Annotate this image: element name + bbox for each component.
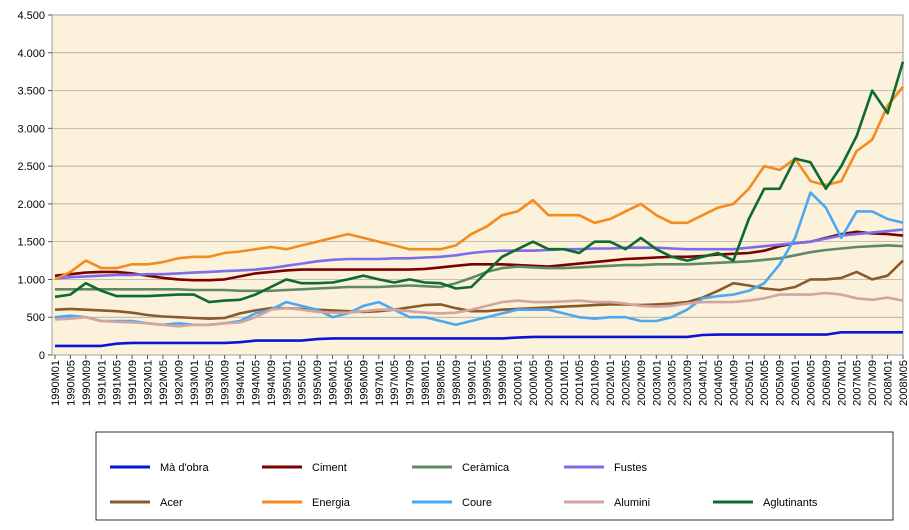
y-tick-label: 500 [27,312,45,324]
x-tick-label: 1991M09 [127,360,139,406]
series-line [54,230,904,282]
y-tick-label: 4.000 [17,48,45,60]
x-tick-label: 1992M01 [143,360,155,406]
x-tick-label: 1990M05 [65,360,77,406]
x-tick-label: 2004M09 [728,360,740,406]
x-tick-label: 1996M05 [343,360,355,406]
lines [54,61,905,348]
x-tick-label: 1994M01 [235,360,247,406]
x-tick-label: 2007M09 [867,360,879,406]
x-tick-label: 2003M05 [667,360,679,406]
x-tick-label: 2000M09 [543,360,555,406]
x-tick-label: 1995M01 [281,360,293,406]
x-tick-label: 1996M09 [358,360,370,406]
series-line [54,259,904,320]
x-tick-label: 2004M01 [698,360,710,406]
x-tick-label: 2007M05 [852,360,864,406]
legend-label: Mà d'obra [160,462,209,474]
x-tick-label: 1991M05 [112,360,124,406]
x-tick-label: 1993M05 [204,360,216,406]
x-tick-label: 1993M09 [220,360,232,406]
x-tick-label: 1994M05 [250,360,262,406]
x-tick-label: 2006M09 [821,360,833,406]
x-tick-label: 1991M01 [96,360,108,406]
legend-label: Aglutinants [763,497,818,509]
y-tick-label: 2.000 [17,199,45,211]
x-tick-label: 2006M01 [790,360,802,406]
x-tick-label: 1994M09 [266,360,278,406]
series-line [54,85,905,281]
x-tick-label: 1990M09 [81,360,93,406]
series-line [55,331,903,348]
x-tick-label: 1992M05 [158,360,170,406]
x-tick-label: 2005M01 [744,360,756,406]
x-tick-label: 1998M01 [420,360,432,406]
x-tick-label: 2001M09 [590,360,602,406]
x-tick-label: 1993M01 [189,360,201,406]
x-tick-label: 2008M01 [883,360,895,406]
legend-label: Coure [462,497,492,509]
x-tick-label: 1999M09 [497,360,509,406]
x-tick-label: 2003M01 [651,360,663,406]
legend-label: Alumini [614,497,650,509]
x-tick-label: 2005M09 [775,360,787,406]
series-line [54,61,905,304]
x-tick-label: 1995M09 [312,360,324,406]
x-tick-label: 1998M05 [435,360,447,406]
x-tick-label: 1990M01 [50,360,62,406]
legend: Mà d'obra Ciment Ceràmica Fustes Acer Energia… [110,462,818,509]
y-tick-label: 4.500 [17,10,45,22]
x-tick-label: 2004M05 [713,360,725,406]
y-tick-label: 3.000 [17,123,45,135]
legend-label: Energia [312,497,351,509]
x-tick-label: 1996M01 [328,360,340,406]
x-tick-label: 1997M05 [389,360,401,406]
x-tick-label: 2000M01 [513,360,525,406]
legend-label: Acer [160,497,183,509]
x-tick-label: 2007M01 [836,360,848,406]
x-tick-label: 2008M05 [898,360,909,406]
x-tick-label: 1997M01 [374,360,386,406]
x-tick-label: 1995M05 [297,360,309,406]
y-tick-label: 1.500 [17,237,45,249]
x-tick-label: 2005M05 [759,360,771,406]
legend-label: Ceràmica [462,462,510,474]
x-tick-label: 2001M01 [559,360,571,406]
y-tick-label: 1.000 [17,274,45,286]
axes: 0 500 1.000 1.500 2.000 2.500 3.000 3.500 4.000 4… [17,10,909,406]
x-tick-label: 1999M01 [466,360,478,406]
x-tick-label: 1998M09 [451,360,463,406]
x-tick-label: 1997M09 [405,360,417,406]
legend-label: Fustes [614,462,648,474]
legend-label: Ciment [312,462,347,474]
x-tick-label: 1999M05 [482,360,494,406]
series-line [55,244,904,293]
plot-area [51,14,904,356]
legend-box [95,431,894,521]
x-tick-label: 2002M05 [620,360,632,406]
x-tick-label: 2000M05 [528,360,540,406]
y-tick-label: 0 [39,350,45,362]
x-tick-label: 2003M09 [682,360,694,406]
x-tick-label: 2001M05 [574,360,586,406]
x-tick-label: 2002M09 [636,360,648,406]
series-line [54,228,904,280]
series-line [54,291,904,328]
x-tick-label: 1992M09 [173,360,185,406]
y-tick-label: 2.500 [17,161,45,173]
y-tick-label: 3.500 [17,86,45,98]
x-tick-label: 2002M01 [605,360,617,406]
x-tick-label: 2006M05 [805,360,817,406]
